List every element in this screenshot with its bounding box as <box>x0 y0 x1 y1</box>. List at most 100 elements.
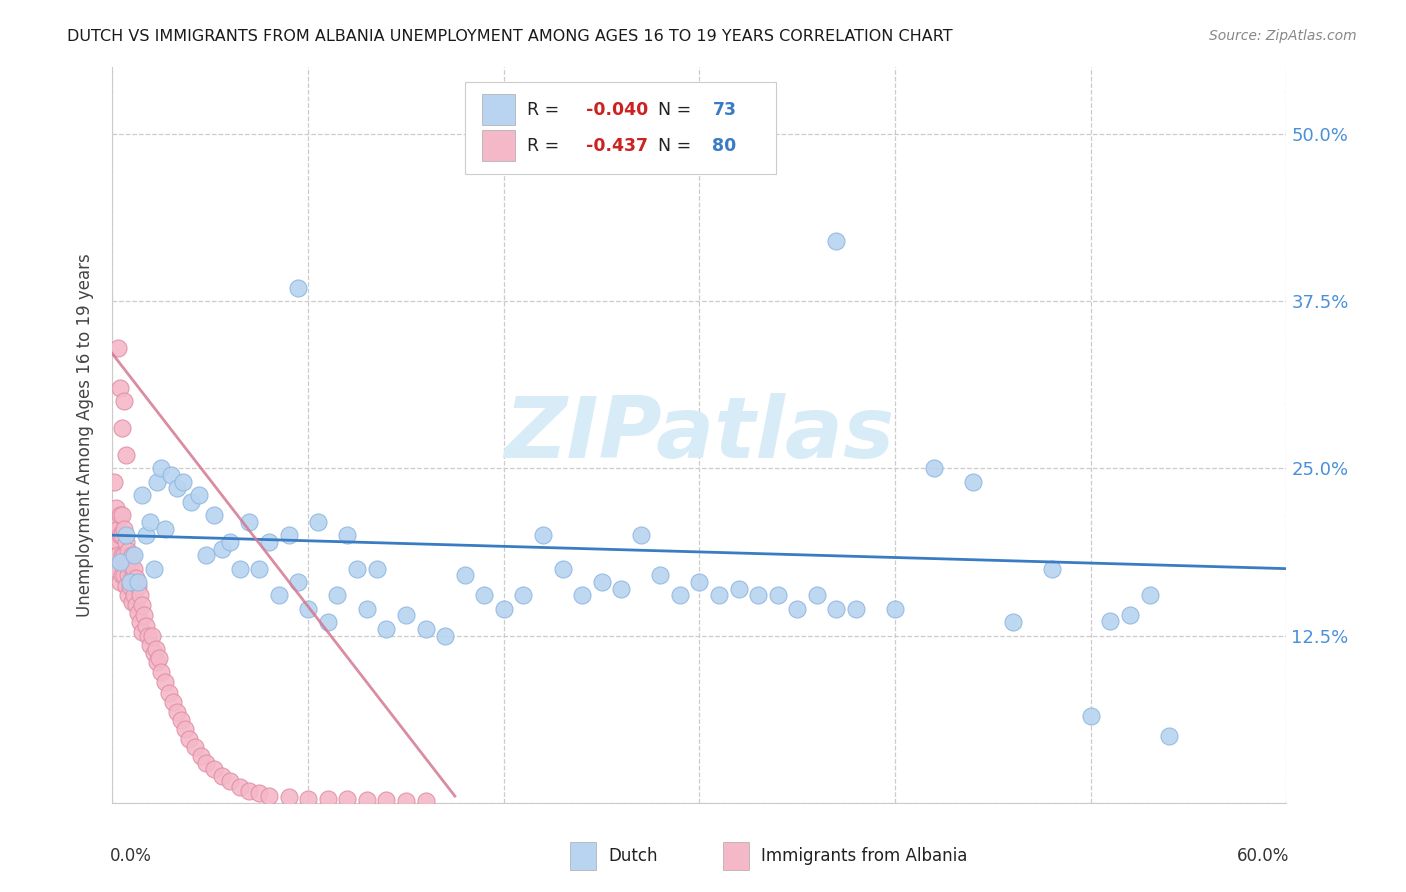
Point <box>395 608 418 623</box>
Point <box>1139 589 1161 603</box>
Point <box>238 784 260 798</box>
Point <box>112 521 135 535</box>
Point <box>257 534 280 549</box>
Point <box>112 394 135 409</box>
Point <box>211 541 233 556</box>
Point <box>297 792 319 806</box>
FancyBboxPatch shape <box>464 81 776 174</box>
Point <box>111 508 134 522</box>
Point <box>115 534 138 549</box>
Text: Dutch: Dutch <box>607 847 658 864</box>
Point <box>107 521 129 535</box>
Point <box>111 548 134 563</box>
Point <box>884 602 907 616</box>
Point <box>136 628 159 642</box>
Point <box>122 548 145 563</box>
Text: 80: 80 <box>713 136 737 154</box>
Point <box>142 562 165 576</box>
Point <box>962 475 984 489</box>
Point <box>453 568 475 582</box>
Point <box>1159 729 1181 743</box>
Point <box>228 562 250 576</box>
Point <box>228 780 250 794</box>
Point <box>202 762 225 776</box>
Point <box>1099 614 1122 628</box>
Point <box>117 568 139 582</box>
Point <box>105 501 128 516</box>
Point <box>187 488 209 502</box>
Point <box>177 731 200 746</box>
Point <box>356 602 378 616</box>
Point <box>128 589 150 603</box>
Bar <box>723 842 749 870</box>
Text: N =: N = <box>658 101 697 119</box>
Point <box>1119 608 1142 623</box>
Point <box>166 705 188 719</box>
Point <box>434 628 457 642</box>
Point <box>103 528 125 542</box>
Text: Immigrants from Albania: Immigrants from Albania <box>761 847 967 864</box>
Text: -0.040: -0.040 <box>586 101 648 119</box>
Point <box>727 582 749 596</box>
Point <box>117 544 139 558</box>
Point <box>1080 708 1102 723</box>
Text: R =: R = <box>527 101 565 119</box>
Point <box>630 528 652 542</box>
Point <box>112 568 135 582</box>
Point <box>141 628 163 642</box>
Point <box>924 461 946 475</box>
Point <box>707 589 730 603</box>
Point <box>120 574 142 589</box>
Text: 73: 73 <box>713 101 737 119</box>
Point <box>131 624 153 639</box>
Point <box>110 574 132 589</box>
Point <box>326 589 349 603</box>
Bar <box>482 130 515 161</box>
Point <box>155 521 177 535</box>
Point <box>650 568 672 582</box>
Point <box>1001 615 1024 630</box>
Point <box>121 595 143 609</box>
Point <box>766 589 789 603</box>
Point <box>786 602 808 616</box>
Point <box>689 574 711 589</box>
Point <box>105 562 128 576</box>
Point <box>610 582 633 596</box>
Point <box>127 579 149 593</box>
Point <box>316 792 339 806</box>
Point <box>132 608 155 623</box>
Point <box>195 548 218 563</box>
Point <box>190 749 212 764</box>
Point <box>297 602 319 616</box>
Text: 0.0%: 0.0% <box>110 847 152 864</box>
Point <box>125 571 148 585</box>
Point <box>138 638 160 652</box>
Point <box>172 475 194 489</box>
Text: R =: R = <box>527 136 565 154</box>
Point <box>287 280 309 294</box>
Point <box>115 579 138 593</box>
Point <box>806 589 828 603</box>
Point <box>127 574 149 589</box>
Point <box>120 579 142 593</box>
Bar <box>482 95 515 125</box>
Point <box>346 562 368 576</box>
Text: 60.0%: 60.0% <box>1236 847 1289 864</box>
Point <box>571 589 593 603</box>
Point <box>277 528 299 542</box>
Point <box>128 615 150 630</box>
Point <box>257 789 280 804</box>
Point <box>125 598 148 612</box>
Point <box>105 541 128 556</box>
Text: DUTCH VS IMMIGRANTS FROM ALBANIA UNEMPLOYMENT AMONG AGES 16 TO 19 YEARS CORRELAT: DUTCH VS IMMIGRANTS FROM ALBANIA UNEMPLO… <box>67 29 953 44</box>
Point <box>122 562 145 576</box>
Point <box>551 562 574 576</box>
Point <box>173 723 195 737</box>
Point <box>120 558 142 572</box>
Point <box>202 508 225 522</box>
Point <box>531 528 554 542</box>
Point <box>122 589 145 603</box>
Point <box>512 589 534 603</box>
Point <box>247 562 270 576</box>
Point <box>669 589 692 603</box>
